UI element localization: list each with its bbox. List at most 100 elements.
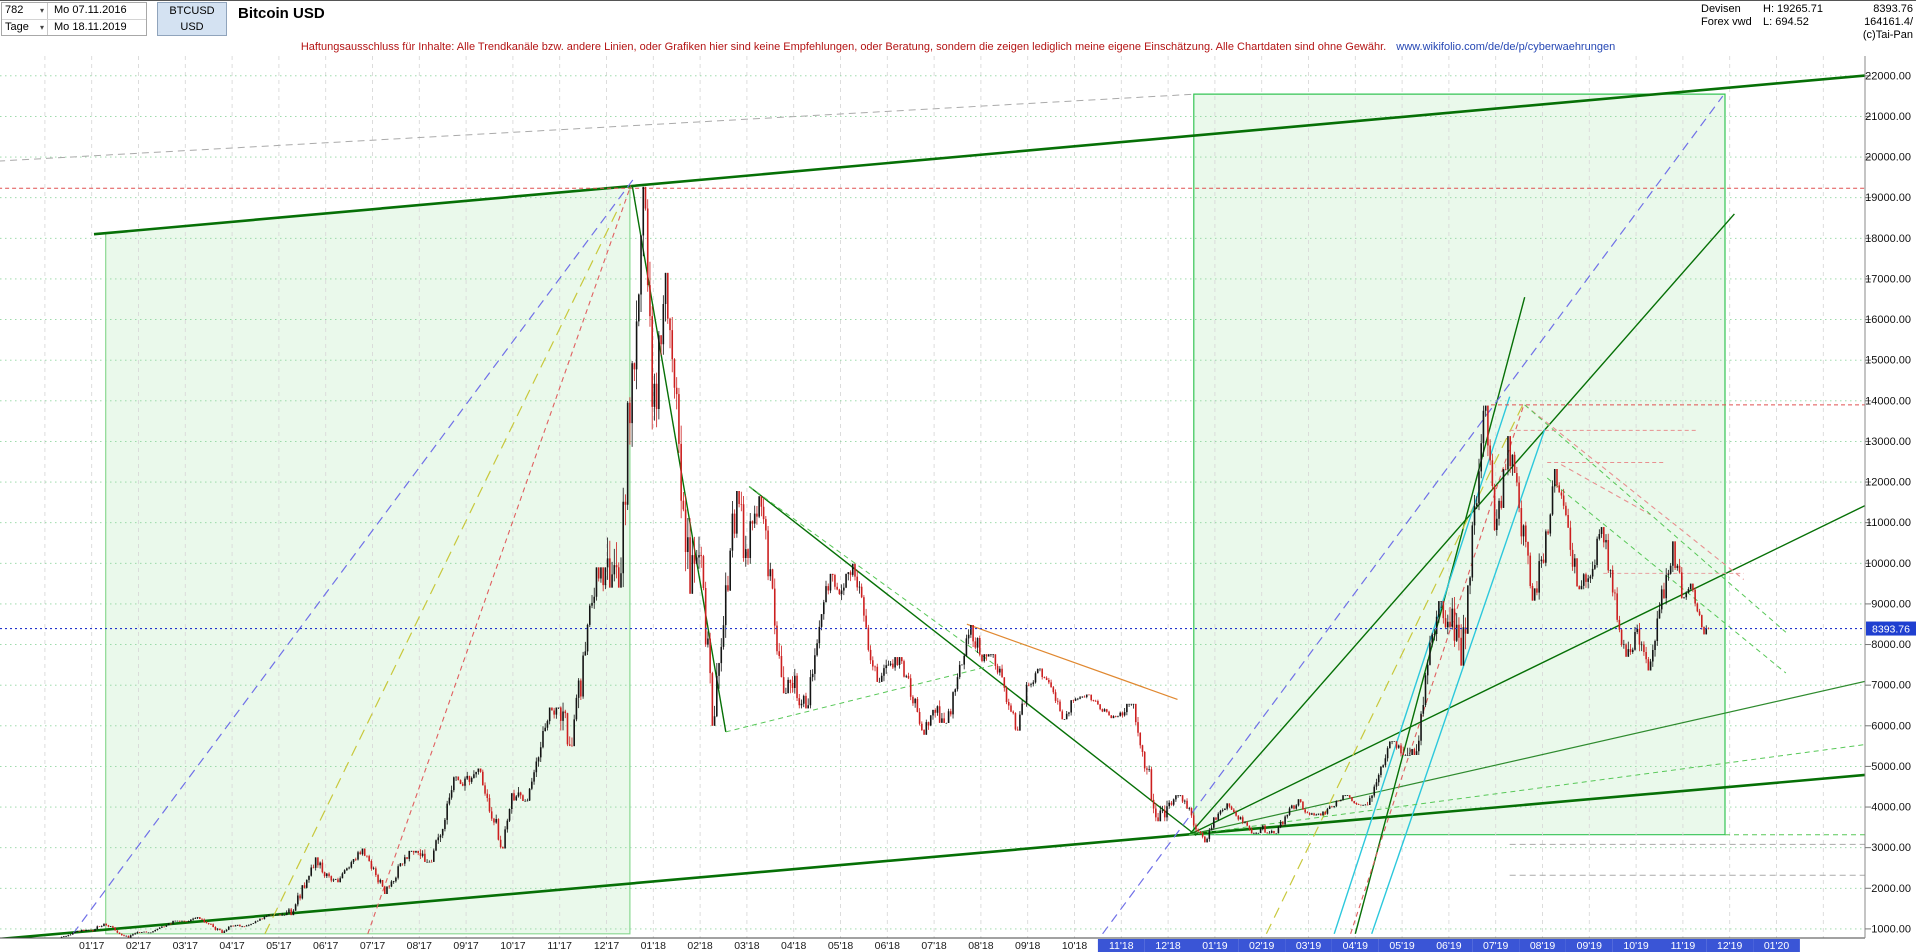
month-axis-label: 03'19 — [1296, 940, 1322, 952]
price-axis-label: 21000.00 — [1865, 111, 1911, 123]
symbol-code: BTCUSD — [169, 5, 215, 17]
month-highlight — [1753, 939, 1800, 952]
month-axis-label: 07'18 — [921, 940, 947, 952]
month-axis-label: 07'19 — [1483, 940, 1509, 952]
price-axis-label: 5000.00 — [1871, 761, 1911, 773]
price-axis-label: 20000.00 — [1865, 152, 1911, 164]
month-axis-label: 12'18 — [1155, 940, 1181, 952]
price-axis-label: 13000.00 — [1865, 436, 1911, 448]
price-axis-label: 18000.00 — [1865, 233, 1911, 245]
bars-count-dropdown[interactable]: 782 ▾ — [2, 3, 48, 19]
month-highlight — [1097, 939, 1145, 952]
price-axis-label: 1000.00 — [1871, 923, 1911, 935]
month-axis-label: 07'17 — [360, 940, 386, 952]
month-axis-label: 09'18 — [1015, 940, 1041, 952]
trendline-peak-descent — [631, 185, 727, 733]
price-axis-label: 7000.00 — [1871, 680, 1911, 692]
month-axis-label: 02'19 — [1249, 940, 1275, 952]
region-box-2019 — [1193, 93, 1726, 836]
date-to: Mo 18.11.2019 — [54, 21, 127, 33]
trendline-triangle-support-2018 — [725, 664, 996, 733]
month-highlight — [1425, 939, 1473, 952]
month-axis-label: 10'18 — [1062, 940, 1088, 952]
quote-info: Devisen H: 19265.71 8393.76 Forex vwd L:… — [1701, 3, 1913, 42]
month-axis-label: 03'18 — [734, 940, 760, 952]
trendline-fan-low — [1189, 680, 1865, 836]
month-highlight — [1378, 939, 1426, 952]
month-axis-label: 09'19 — [1577, 940, 1603, 952]
trendline-cyan-2 — [1371, 428, 1546, 935]
month-axis-label: 02'18 — [687, 940, 713, 952]
price-axis-label: 14000.00 — [1865, 395, 1911, 407]
month-highlight — [1659, 939, 1707, 952]
chevron-down-icon: ▾ — [39, 23, 44, 32]
price-axis-label: 8000.00 — [1871, 639, 1911, 651]
month-axis-label: 03'17 — [173, 940, 199, 952]
last-price: 8393.76 — [1873, 3, 1913, 15]
price-axis-label: 12000.00 — [1865, 477, 1911, 489]
price-axis-label: 9000.00 — [1871, 598, 1911, 610]
month-axis-label: 04'18 — [781, 940, 807, 952]
current-price-tag-label: 8393.76 — [1872, 623, 1910, 635]
month-axis-label: 12'17 — [594, 940, 620, 952]
month-axis-label: 06'17 — [313, 940, 339, 952]
month-axis-label: 10'17 — [500, 940, 526, 952]
trendline-yellow-2017 — [264, 203, 622, 935]
month-axis-label: 01'20 — [1764, 940, 1790, 952]
month-axis-label: 02'17 — [126, 940, 152, 952]
source-label: Forex vwd — [1701, 16, 1752, 28]
trendline-fan-mid — [1188, 504, 1865, 836]
current-price-tag — [1866, 621, 1916, 636]
trendline-yellow-2019 — [1265, 402, 1525, 935]
period-dropdown[interactable]: Tage ▾ — [2, 20, 48, 35]
month-highlight — [1706, 939, 1754, 952]
price-axis-label: 3000.00 — [1871, 842, 1911, 854]
price-axis-label: 6000.00 — [1871, 720, 1911, 732]
price-axis-label: 22000.00 — [1865, 70, 1911, 82]
price-axis-label: 2000.00 — [1871, 883, 1911, 895]
month-highlight — [1565, 939, 1613, 952]
bars-count-value: 782 — [5, 4, 24, 16]
month-axis-label: 04'17 — [219, 940, 245, 952]
month-axis-label: 01'19 — [1202, 940, 1228, 952]
region-channel-2017 — [105, 185, 631, 935]
symbol-box[interactable]: BTCUSD USD — [157, 2, 227, 36]
month-highlight — [1519, 939, 1566, 952]
volume-value: 164161.4/ — [1864, 16, 1913, 28]
month-axis-label: 11'17 — [547, 940, 572, 952]
trendline-steep-2019 — [1354, 297, 1526, 934]
price-axis-label: 16000.00 — [1865, 314, 1911, 326]
trendline-fan-steep — [1188, 213, 1735, 836]
month-axis-label: 08'18 — [968, 940, 994, 952]
plot-area — [0, 56, 1865, 938]
trendline-gray-top — [0, 93, 1197, 162]
price-axis-label: 11000.00 — [1866, 517, 1911, 529]
market-label: Devisen — [1701, 3, 1741, 15]
trendline-blue-2019 — [1102, 95, 1724, 935]
range-controls: 782 ▾ Mo 07.11.2016 Tage ▾ Mo 18.11.2019 — [1, 2, 147, 36]
disclaimer-text: Haftungsausschluss für Inhalte: Alle Tre… — [300, 41, 1387, 53]
price-axis-label: 19000.00 — [1865, 192, 1911, 204]
trendline-red-short — [1560, 464, 1651, 515]
trendline-cyan-1 — [1333, 396, 1511, 935]
month-axis-label: 11'19 — [1671, 940, 1696, 952]
trendline-lower-channel — [0, 773, 1865, 938]
price-axis-label: 15000.00 — [1865, 355, 1911, 367]
price-axis-label: 17000.00 — [1865, 273, 1911, 285]
month-axis-label: 05'18 — [828, 940, 854, 952]
chart-header: 782 ▾ Mo 07.11.2016 Tage ▾ Mo 18.11.2019… — [0, 0, 1916, 41]
month-highlight — [1238, 939, 1286, 952]
disclaimer: Haftungsausschluss für Inhalte: Alle Tre… — [0, 41, 1916, 53]
month-axis-label: 10'19 — [1623, 940, 1649, 952]
trendline-descending-2018 — [748, 485, 1197, 837]
month-axis-label: 08'17 — [407, 940, 433, 952]
trendline-red-post-peak — [1524, 404, 1745, 580]
price-axis-label: 4000.00 — [1871, 802, 1911, 814]
month-highlight — [1472, 939, 1520, 952]
trendline-green-post-peak-1 — [1524, 404, 1787, 633]
symbol-currency: USD — [180, 21, 204, 33]
low-label: L: 694.52 — [1763, 16, 1809, 28]
month-axis-label: 12'19 — [1717, 940, 1743, 952]
disclaimer-url: www.wikifolio.com/de/de/p/cyberwaehrunge… — [1396, 41, 1616, 53]
